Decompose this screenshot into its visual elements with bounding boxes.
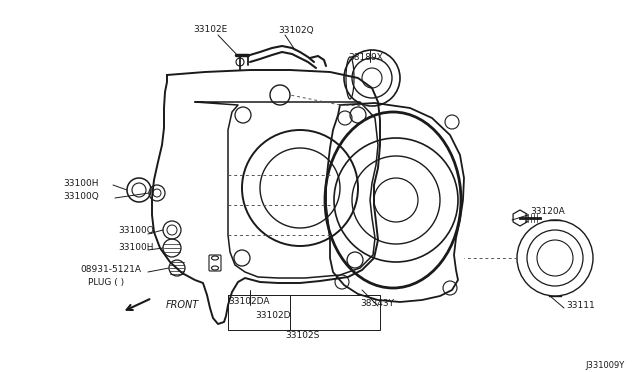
Text: 33120A: 33120A bbox=[530, 208, 564, 217]
Text: 33102Q: 33102Q bbox=[278, 26, 314, 35]
Text: 33100Q: 33100Q bbox=[63, 192, 99, 202]
Text: 38189X: 38189X bbox=[348, 52, 383, 61]
Text: 33102D: 33102D bbox=[255, 311, 291, 321]
Text: 33100H: 33100H bbox=[63, 179, 99, 187]
Text: 33100Q: 33100Q bbox=[118, 227, 154, 235]
Text: 33102E: 33102E bbox=[193, 26, 227, 35]
Text: 33111: 33111 bbox=[566, 301, 595, 310]
Text: 38343Y: 38343Y bbox=[360, 298, 394, 308]
Text: 33102S: 33102S bbox=[285, 331, 319, 340]
Text: J331009Y: J331009Y bbox=[586, 360, 625, 369]
Text: 33100H: 33100H bbox=[118, 244, 154, 253]
Text: FRONT: FRONT bbox=[166, 300, 199, 310]
Text: PLUG ( ): PLUG ( ) bbox=[88, 279, 124, 288]
Text: 33102DA: 33102DA bbox=[228, 298, 269, 307]
Text: 08931-5121A: 08931-5121A bbox=[80, 266, 141, 275]
